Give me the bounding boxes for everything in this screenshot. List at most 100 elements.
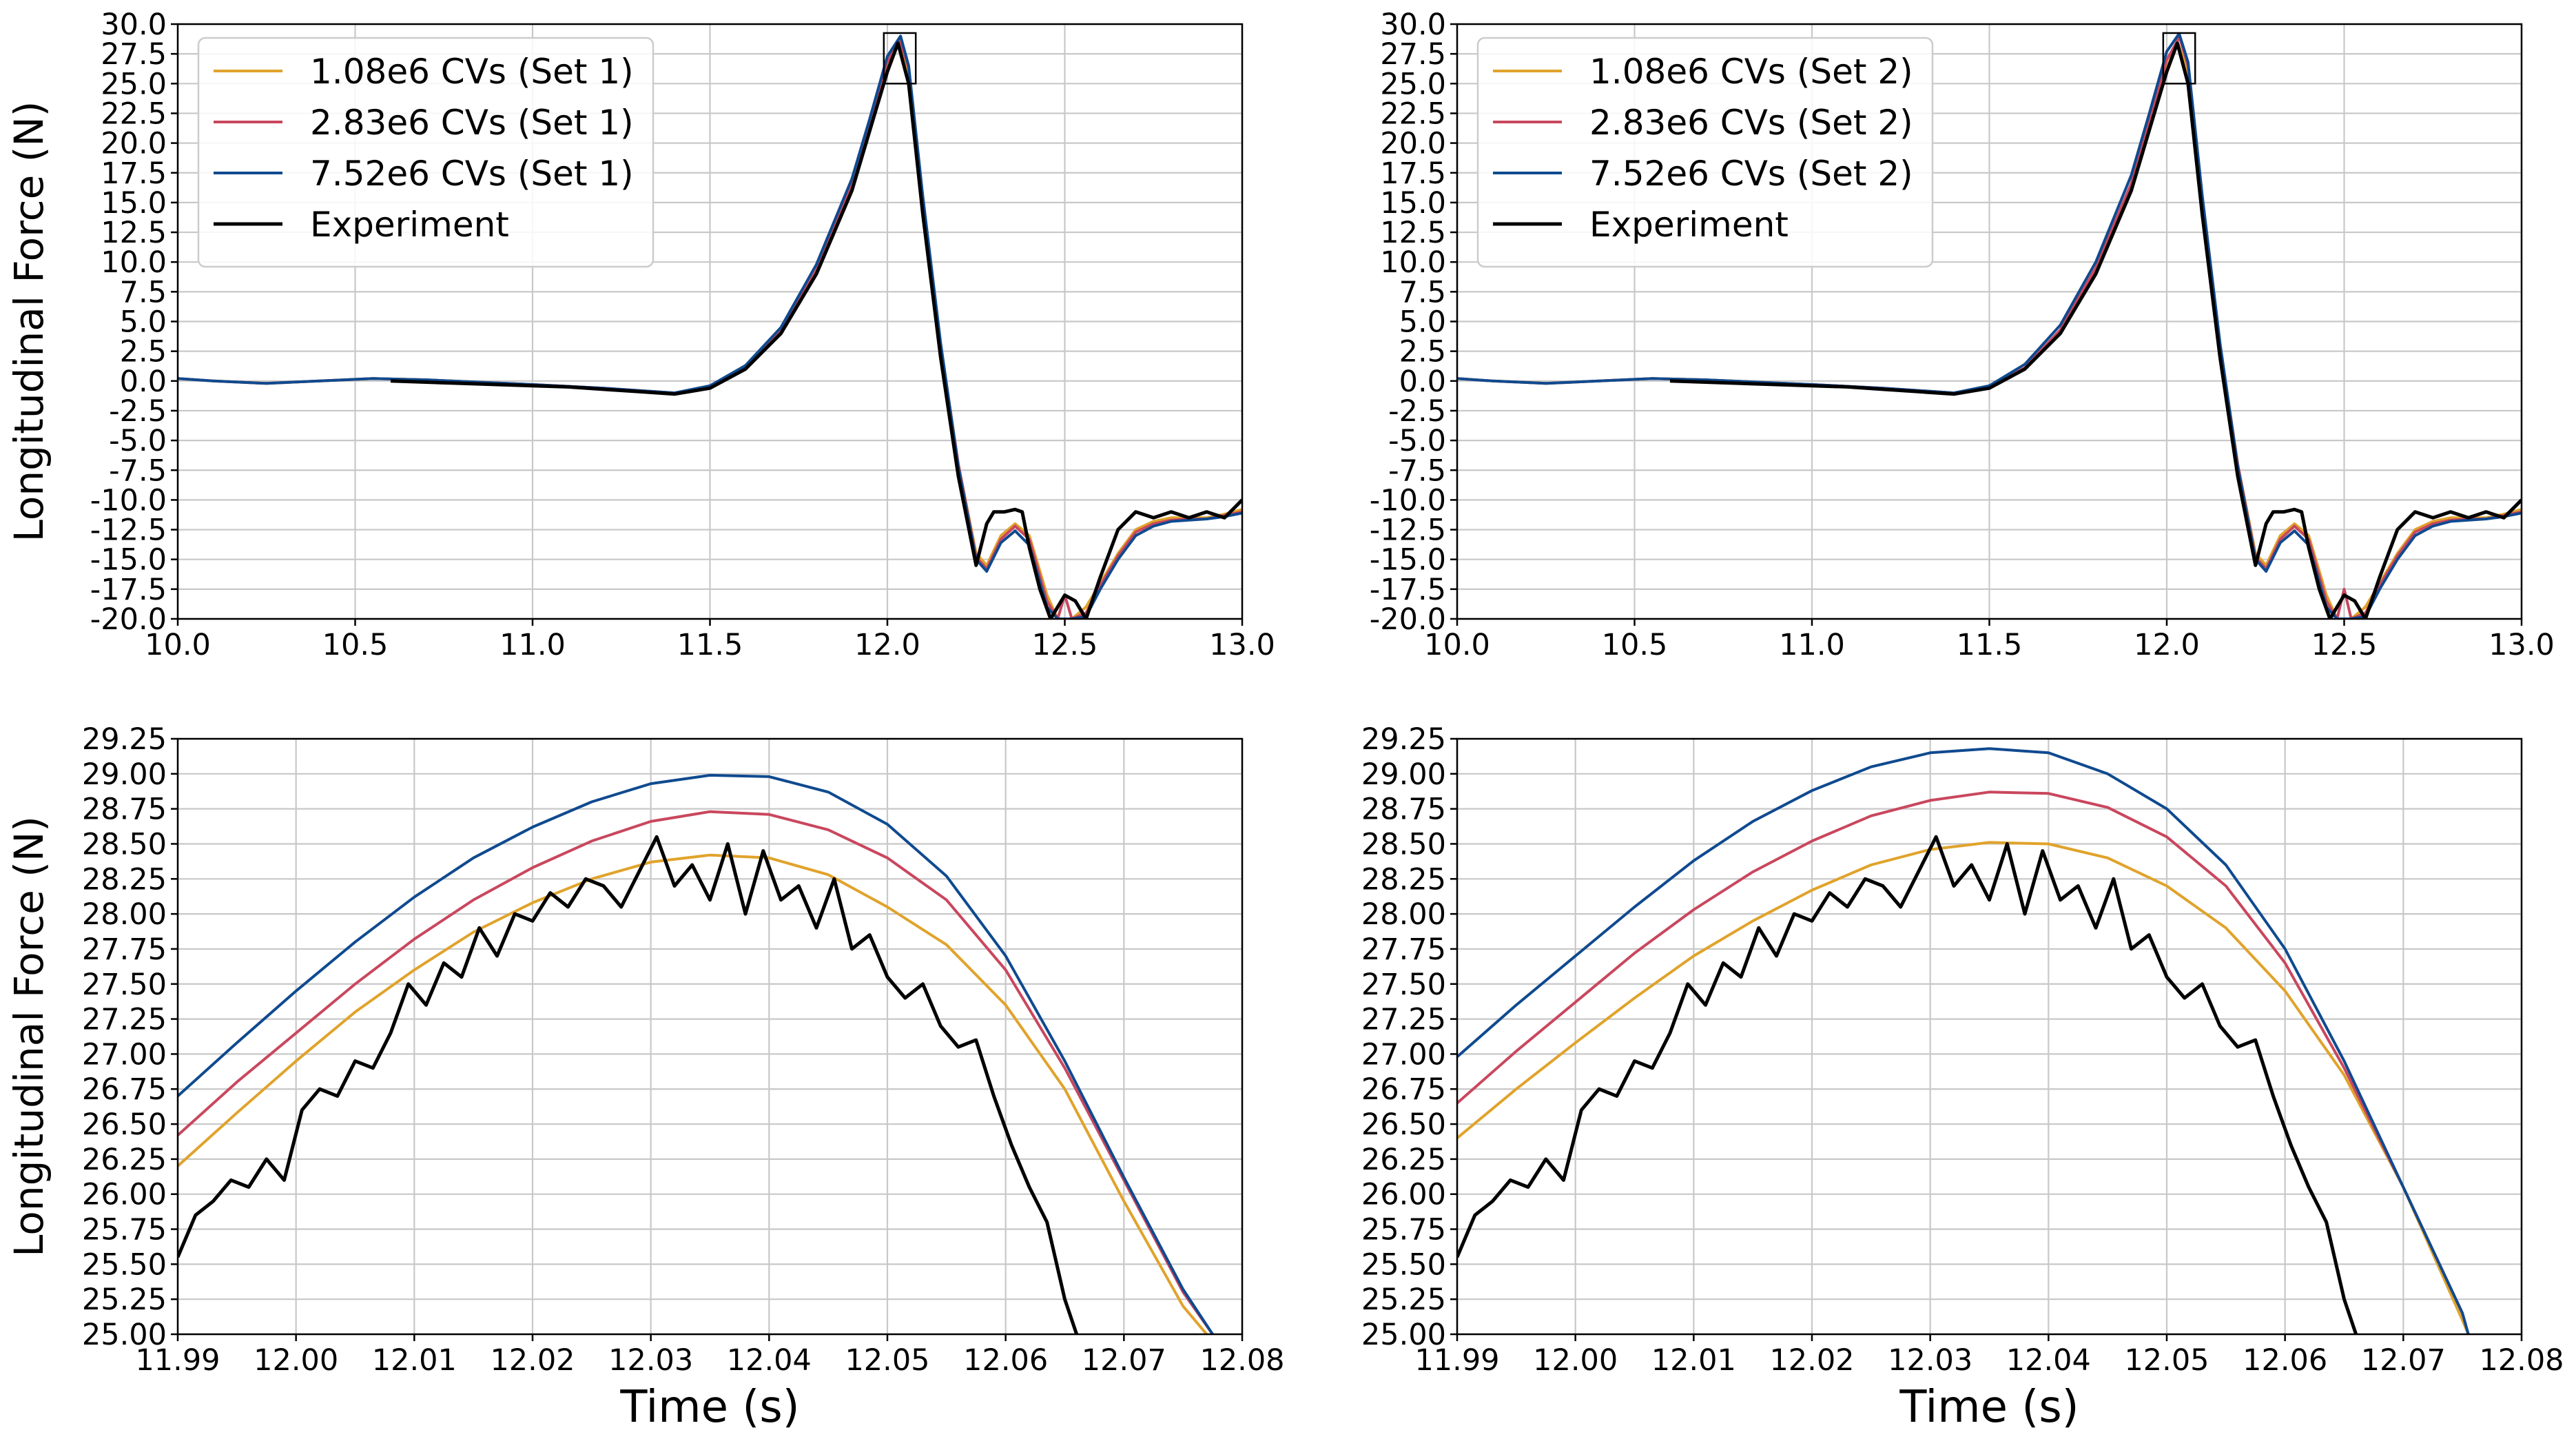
y-tick-label: 25.75 xyxy=(1361,1213,1446,1247)
x-tick-label: 10.0 xyxy=(1424,628,1490,662)
legend-label: Experiment xyxy=(1589,205,1789,245)
x-tick-label: 12.0 xyxy=(2134,628,2200,662)
chart-panel-bottom-right: 11.99 12.00 12.01 12.02 12.03 12.04 12.05 12.06… xyxy=(1361,722,2564,1433)
x-tick-label: 11.0 xyxy=(1779,628,1845,662)
x-tick-label: 12.03 xyxy=(1888,1343,1972,1378)
x-tick-label: 12.07 xyxy=(1082,1343,1166,1378)
y-tick-label: 20.0 xyxy=(101,127,167,161)
x-tick-label: 12.5 xyxy=(2311,628,2378,662)
y-tick-label: 26.75 xyxy=(82,1072,167,1107)
y-tick-label: 29.00 xyxy=(1361,757,1446,792)
y-tick-label: 30.0 xyxy=(1380,8,1446,42)
x-tick-label: 12.5 xyxy=(1032,628,1098,662)
series-line-cvs-2 xyxy=(1457,747,2470,1334)
y-tick-label: 27.5 xyxy=(1380,37,1446,72)
y-tick-label: -17.5 xyxy=(90,573,167,607)
y-tick-label: 28.50 xyxy=(82,827,167,861)
zoom-region-box xyxy=(2162,32,2196,85)
y-tick-label: 28.75 xyxy=(1361,793,1446,827)
y-tick-label: 25.25 xyxy=(1361,1283,1446,1317)
legend-box xyxy=(1476,37,1934,268)
y-tick-label: 26.00 xyxy=(82,1178,167,1212)
x-tick-label: 12.01 xyxy=(1651,1343,1736,1378)
y-tick-label: 27.25 xyxy=(82,1003,167,1037)
y-tick-label: 28.25 xyxy=(1361,862,1446,897)
x-tick-label: 10.0 xyxy=(145,628,211,662)
x-tick-label: 11.99 xyxy=(1414,1343,1499,1378)
x-tick-label: 10.5 xyxy=(1602,628,1668,662)
axes-frame xyxy=(1456,737,2523,1336)
y-tick-label: 29.25 xyxy=(82,722,167,757)
y-tick-label: 20.0 xyxy=(1380,127,1446,161)
y-tick-label: -10.0 xyxy=(90,483,167,518)
y-tick-label: 26.50 xyxy=(1361,1108,1446,1142)
y-tick-label: -12.5 xyxy=(90,513,167,548)
y-tick-label: 26.25 xyxy=(82,1143,167,1177)
legend-label: 1.08e6 CVs (Set 2) xyxy=(1589,52,1913,92)
x-tick-label: 12.08 xyxy=(1199,1343,1284,1378)
x-tick-label: 12.02 xyxy=(1769,1343,1854,1378)
x-tick-label: 11.0 xyxy=(499,628,566,662)
y-tick-label: 12.5 xyxy=(1380,216,1446,250)
series-line-cvs-1 xyxy=(178,810,1214,1334)
y-tick-label: 2.5 xyxy=(1399,335,1446,369)
x-tick-label: 12.06 xyxy=(963,1343,1048,1378)
y-tick-label: 26.75 xyxy=(1361,1072,1446,1107)
y-tick-label: 27.50 xyxy=(1361,968,1446,1002)
x-tick-label: 12.00 xyxy=(1533,1343,1618,1378)
legend-label: 7.52e6 CVs (Set 2) xyxy=(1589,154,1913,194)
legend-box xyxy=(197,37,655,268)
y-tick-label: -7.5 xyxy=(109,453,167,488)
axes-frame xyxy=(176,737,1244,1336)
y-tick-label: 0.0 xyxy=(120,365,167,399)
y-tick-label: 26.00 xyxy=(1361,1178,1446,1212)
y-tick-label: 28.75 xyxy=(82,793,167,827)
y-tick-label: 7.5 xyxy=(120,275,167,309)
legend-label: 7.52e6 CVs (Set 1) xyxy=(310,154,634,194)
y-tick-label: 22.5 xyxy=(101,96,167,131)
y-tick-label: 28.00 xyxy=(82,897,167,932)
series-line-experiment xyxy=(178,835,1079,1334)
x-tick-label: 12.05 xyxy=(2124,1343,2209,1378)
x-tick-label: 12.01 xyxy=(372,1343,457,1378)
y-tick-label: -7.5 xyxy=(1388,453,1446,488)
y-tick-label: 25.0 xyxy=(1380,67,1446,101)
chart-panel-top-left: 10.0 10.5 11.0 11.5 12.0 12.5 13.0 30.027.525.0… xyxy=(6,8,1275,662)
y-tick-label: 27.75 xyxy=(1361,932,1446,967)
series-line-experiment xyxy=(1457,835,2358,1334)
y-tick-label: -17.5 xyxy=(1370,573,1446,607)
y-tick-label: -2.5 xyxy=(109,394,167,429)
y-axis-label: Longitudinal Force (N) xyxy=(6,816,52,1257)
y-tick-label: 28.25 xyxy=(82,862,167,897)
zoom-region-box xyxy=(883,32,917,85)
legend-label: Experiment xyxy=(310,205,509,245)
x-tick-label: 13.0 xyxy=(2489,628,2555,662)
y-tick-label: 25.50 xyxy=(82,1247,167,1282)
legend-label: 2.83e6 CVs (Set 1) xyxy=(310,103,634,143)
legend-label: 1.08e6 CVs (Set 1) xyxy=(310,52,634,92)
series-line-cvs-1 xyxy=(1457,790,2470,1334)
x-tick-label: 11.99 xyxy=(135,1343,220,1378)
chart-panel-bottom-left: 11.99 12.00 12.01 12.02 12.03 12.04 12.05 12.06… xyxy=(6,722,1285,1433)
y-tick-label: 10.0 xyxy=(101,245,167,280)
y-tick-label: 27.00 xyxy=(1361,1037,1446,1072)
y-tick-label: 26.50 xyxy=(82,1108,167,1142)
y-tick-label: 27.75 xyxy=(82,932,167,967)
y-axis-label: Longitudinal Force (N) xyxy=(6,101,52,542)
x-tick-label: 12.0 xyxy=(854,628,920,662)
y-tick-label: -10.0 xyxy=(1370,483,1446,518)
y-tick-label: 15.0 xyxy=(101,186,167,221)
y-tick-label: 26.25 xyxy=(1361,1143,1446,1177)
y-tick-label: 27.00 xyxy=(82,1037,167,1072)
legend: 1.08e6 CVs (Set 1) 2.83e6 CVs (Set 1) 7.52… xyxy=(197,37,655,268)
y-tick-label: 27.5 xyxy=(101,37,167,72)
y-tick-label: 5.0 xyxy=(1399,305,1446,340)
y-tick-label: 25.50 xyxy=(1361,1247,1446,1282)
x-axis-label: Time (s) xyxy=(619,1382,799,1433)
y-tick-label: 10.0 xyxy=(1380,245,1446,280)
y-tick-label: -12.5 xyxy=(1370,513,1446,548)
y-tick-label: 25.00 xyxy=(1361,1318,1446,1352)
y-tick-label: 27.25 xyxy=(1361,1003,1446,1037)
x-tick-label: 12.00 xyxy=(254,1343,338,1378)
legend: 1.08e6 CVs (Set 2) 2.83e6 CVs (Set 2) 7.52… xyxy=(1476,37,1934,268)
